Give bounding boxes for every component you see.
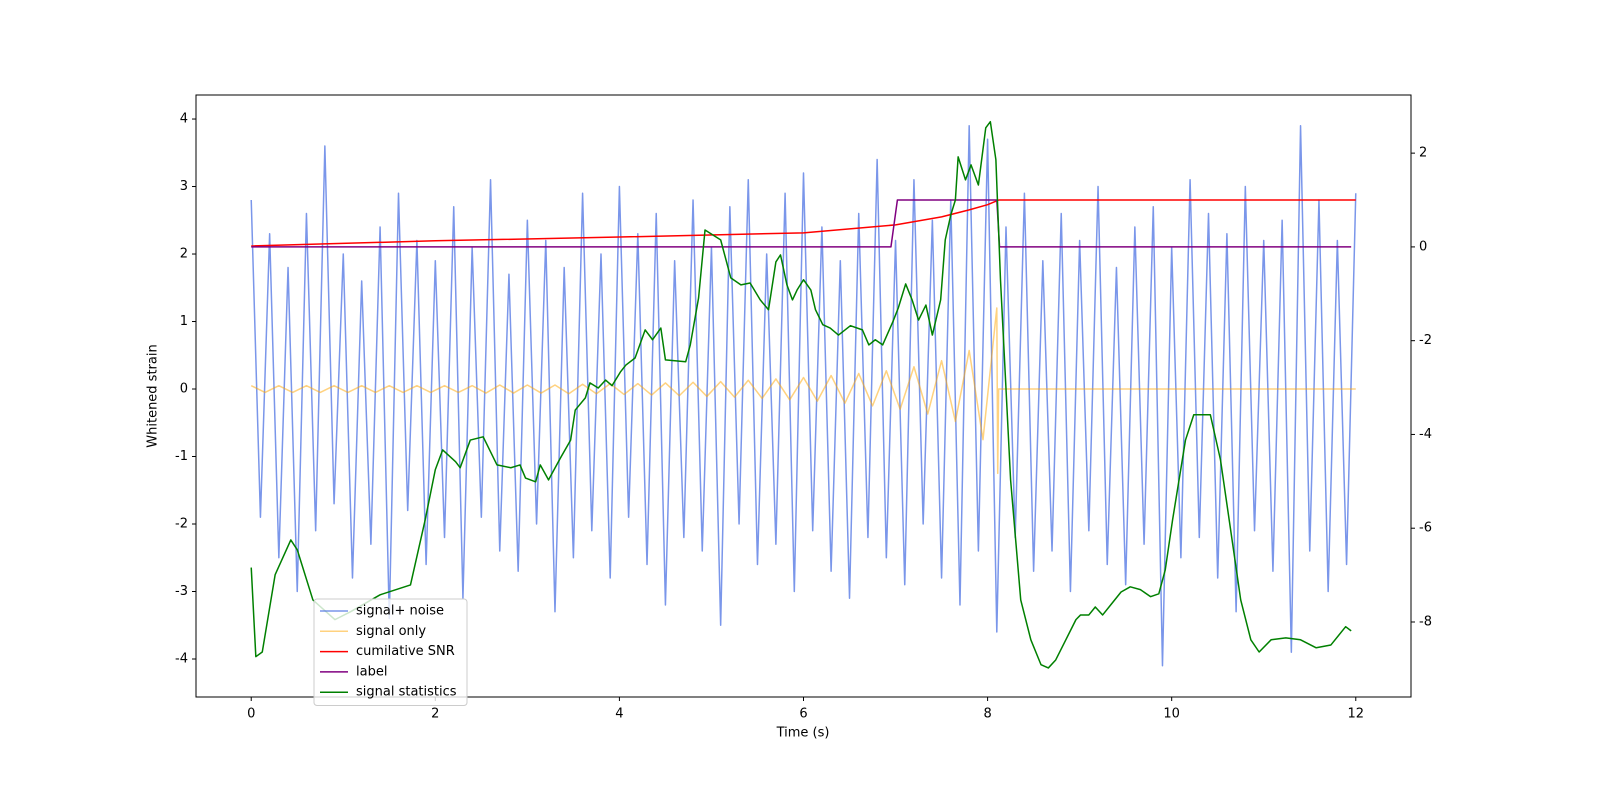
x-tick-label: 12: [1347, 707, 1364, 722]
x-tick-label: 4: [615, 707, 623, 722]
plot-frame: [195, 94, 1412, 698]
x-tick-label: 8: [983, 707, 991, 722]
x-tick-label: 6: [799, 707, 807, 722]
x-tick-label: 0: [247, 707, 255, 722]
series-line: [250, 120, 1352, 669]
y-tick-label: -3: [175, 584, 188, 599]
x-axis-label: Time (s): [776, 726, 830, 741]
y2-tick-label: -4: [1419, 427, 1432, 442]
legend-box: [313, 598, 468, 706]
series-line: [250, 307, 1356, 475]
legend: signal+ noise signal only cumilative SNR la…: [313, 598, 468, 706]
y-tick-label: -4: [175, 651, 188, 666]
y2-tick-label: -2: [1419, 333, 1432, 348]
x-tick-label: 10: [1163, 707, 1180, 722]
y-tick-label: -1: [175, 449, 188, 464]
series-line: [251, 199, 1352, 248]
y-tick-label: 0: [180, 382, 188, 397]
legend-label: signal+ noise: [356, 604, 444, 619]
y-tick-label: 1: [180, 314, 188, 329]
y-tick-label: -2: [175, 517, 188, 532]
y-tick-label: 3: [180, 179, 188, 194]
series-line: [251, 199, 1356, 247]
y-tick-label: 2: [180, 247, 188, 262]
legend-label: cumilative SNR: [356, 644, 455, 659]
y2-tick-label: -6: [1419, 521, 1432, 536]
y-tick-label: 4: [180, 112, 188, 127]
y2-tick-label: -8: [1419, 614, 1432, 629]
y2-tick-label: 2: [1419, 146, 1427, 161]
x-tick-label: 2: [431, 707, 439, 722]
y2-tick-label: 0: [1419, 239, 1427, 254]
y-axis-label: Whitened strain: [146, 344, 161, 447]
legend-label: signal only: [356, 624, 426, 639]
legend-label: signal statistics: [356, 685, 457, 700]
legend-label: label: [356, 664, 387, 679]
